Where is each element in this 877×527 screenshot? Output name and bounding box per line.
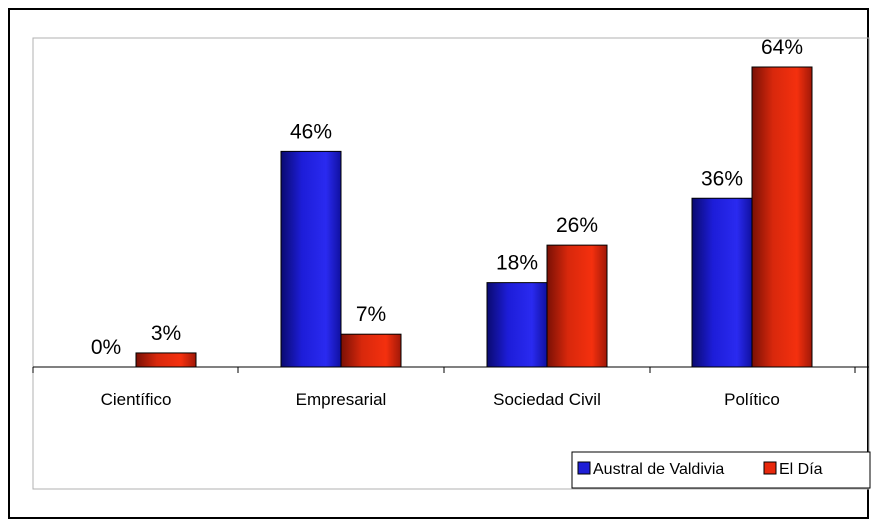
bar-0-2 [486,282,548,368]
bar-0-3 [691,197,753,368]
bar-1-2 [546,244,608,368]
legend-label-0: Austral de Valdivia [593,461,724,478]
bar-1-0 [135,352,197,368]
legend-box [571,451,871,489]
legend-swatch-0 [577,461,591,475]
x-tick-label-1: Empresarial [296,390,387,409]
legend-swatch-1 [763,461,777,475]
chart-frame [8,8,869,519]
x-tick-label-0: Científico [101,390,172,409]
x-tick-label-3: Político [724,390,780,409]
data-label-0-3: 36% [701,167,743,190]
plot-area [32,37,870,490]
data-label-0-1: 46% [290,120,332,143]
data-label-1-1: 7% [356,303,386,326]
x-tick-label-2: Sociedad Civil [493,390,601,409]
legend-label-1: El Día [779,461,823,478]
bar-1-1 [340,333,402,368]
legend: Austral de Valdivia El Día [571,451,871,489]
data-label-1-2: 26% [556,214,598,237]
data-label-1-3: 64% [761,36,803,59]
data-label-0-0: 0% [91,336,121,359]
data-label-1-0: 3% [151,322,181,345]
bar-1-3 [751,66,813,368]
data-label-0-2: 18% [496,252,538,275]
bar-0-1 [280,150,342,368]
